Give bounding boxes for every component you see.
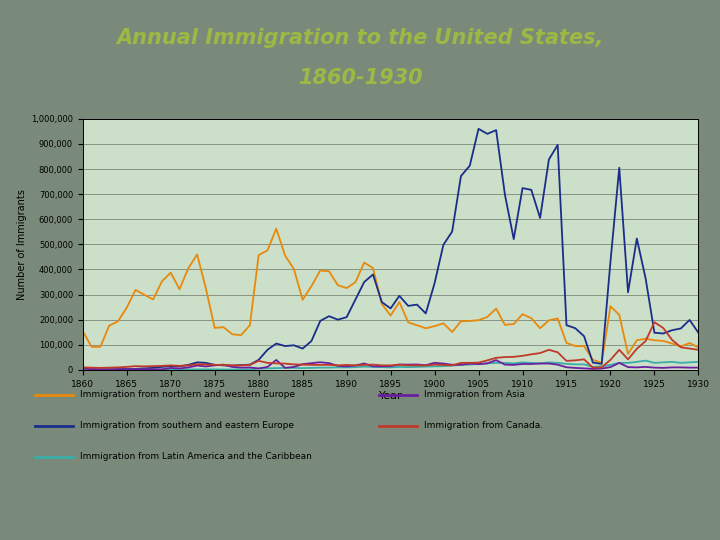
Text: 1860-1930: 1860-1930 [297,68,423,88]
Text: Immigration from Canada.: Immigration from Canada. [423,421,543,430]
Text: Immigration from Asia: Immigration from Asia [423,390,524,400]
X-axis label: Year: Year [379,392,402,401]
Text: Immigration from Latin America and the Caribbean: Immigration from Latin America and the C… [80,453,312,461]
Y-axis label: Number of Immigrants: Number of Immigrants [17,189,27,300]
Text: Immigration from northern and western Europe: Immigration from northern and western Eu… [80,390,294,400]
Text: Immigration from southern and eastern Europe: Immigration from southern and eastern Eu… [80,421,294,430]
Text: Annual Immigration to the United States,: Annual Immigration to the United States, [117,28,603,48]
